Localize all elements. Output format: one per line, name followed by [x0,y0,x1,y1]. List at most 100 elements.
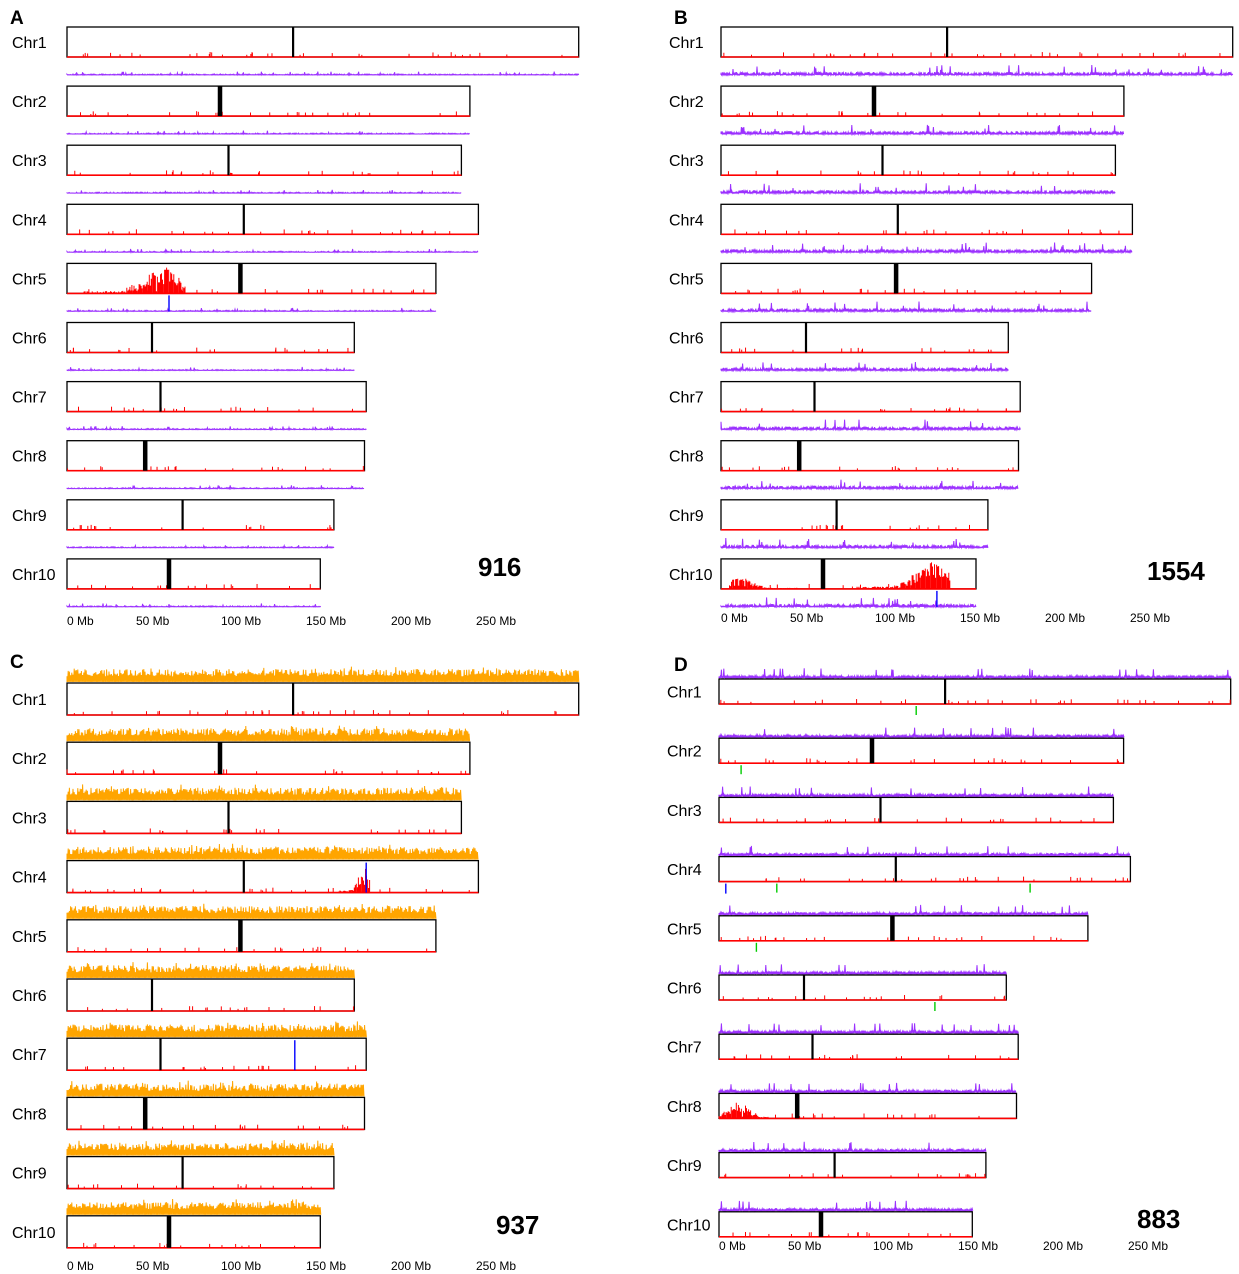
chromosome-label: Chr9 [12,1166,47,1183]
chromosome-label: Chr7 [669,390,704,407]
density-track [66,1198,322,1215]
chromosome-label: Chr8 [12,449,47,466]
centromere [811,1034,814,1060]
density-track [718,845,1131,858]
chromosome-label: Chr9 [667,1158,702,1175]
chromosome-chr9: Chr9 [12,499,335,550]
chromosome-chr4: Chr4 [669,203,1134,255]
centromere [238,919,243,952]
centromere [896,204,899,235]
panel-letter: D [674,655,688,676]
chromosome-box [720,321,1009,354]
density-track [66,725,471,742]
centromere [150,322,154,353]
chromosome-box [66,1037,367,1071]
density-track [66,1080,365,1097]
density-track [720,301,1092,314]
chromosome-chr9: Chr9 [669,499,989,550]
chromosome-box [718,974,1007,1001]
centromere [227,801,230,834]
axis-tick-label: 200 Mb [391,614,431,628]
density-track [720,537,989,550]
panel-d: D 883 0 Mb 50 Mb 100 Mb 150 Mb 200 Mb 250 Mb Chr… [667,655,1232,1253]
count-label: 937 [496,1210,539,1240]
chromosome-label: Chr1 [12,692,47,709]
density-track [66,1021,367,1038]
density-track [66,70,580,77]
centromere [796,440,802,471]
axis-tick-label: 100 Mb [873,1239,913,1253]
chromosome-label: Chr8 [667,1099,702,1116]
centromere [890,915,895,941]
chromosome-box [66,144,463,176]
centromere [166,558,172,589]
density-track [66,602,322,609]
chromosome-label: Chr5 [12,929,47,946]
density-track [720,64,1234,77]
chromosome-label: Chr9 [669,508,704,525]
density-track [720,419,1021,432]
chromosome-chr5: Chr5 [669,262,1093,314]
centromere [879,797,882,823]
axis-tick-label: 50 Mb [790,611,824,625]
density-track [718,1141,987,1154]
density-track [66,903,437,919]
panel-letter: B [674,8,688,29]
centromere [159,1038,162,1071]
chromosome-label: Chr10 [669,567,713,584]
centromere [881,145,884,176]
axis-tick-label: 50 Mb [788,1239,822,1253]
centromere [166,1215,172,1248]
chromosome-chr7: Chr7 [669,380,1021,432]
chromosome-chr1: Chr1 [669,26,1234,77]
chromosome-box [720,499,989,531]
axis-tick-label: 250 Mb [1128,1239,1168,1253]
chromosome-box [718,796,1115,824]
chromosome-chr2: Chr2 [12,85,471,136]
chromosome-chr2: Chr2 [12,725,471,776]
chromosome-label: Chr3 [669,153,704,170]
chromosome-label: Chr6 [12,331,47,348]
chromosome-box [66,1155,335,1190]
panel-a: A 916 0 Mb 50 Mb 100 Mb 150 Mb 200 Mb 250 Mb Chr… [10,8,580,628]
chromosome-chr1: Chr1 [12,666,580,716]
axis-tick-label: 100 Mb [875,611,915,625]
axis-tick-label: 250 Mb [1130,611,1170,625]
axis-tick-label: 200 Mb [1045,611,1085,625]
density-track [720,242,1133,255]
chromosome-box [66,1096,366,1131]
centromere [242,860,245,893]
chromosome-chr1: Chr1 [12,26,580,77]
density-track [718,668,1232,680]
chromosome-chr4: Chr4 [12,203,480,255]
axis-tick-label: 150 Mb [960,611,1000,625]
chromosome-label: Chr7 [667,1040,702,1057]
chromosome-box [66,978,355,1012]
chromosome-box [66,262,437,295]
chromosome-label: Chr10 [667,1217,711,1234]
density-track [720,479,1019,491]
chromosome-label: Chr7 [12,390,47,407]
centromere [893,263,899,294]
chromosome-box [66,919,437,953]
axis-tick-label: 0 Mb [67,1259,94,1273]
chromosome-chr10: Chr10 [669,558,977,609]
chromosome-chr4: Chr4 [667,845,1132,894]
chromosome-box [718,678,1232,705]
density-track [720,124,1125,137]
chromosome-box [66,440,366,472]
axis-tick-label: 0 Mb [721,611,748,625]
chromosome-chr8: Chr8 [667,1082,1018,1120]
centromere [894,856,897,882]
axis-tick-label: 250 Mb [476,1259,516,1273]
chromosome-label: Chr4 [667,862,702,879]
chromosome-label: Chr3 [12,153,47,170]
density-track [66,425,367,432]
chromosome-chr3: Chr3 [669,144,1117,196]
chromosome-label: Chr4 [12,870,47,887]
density-track [718,727,1125,740]
chromosome-chr3: Chr3 [12,784,463,835]
density-track [66,189,462,195]
chromosome-label: Chr3 [667,803,702,820]
